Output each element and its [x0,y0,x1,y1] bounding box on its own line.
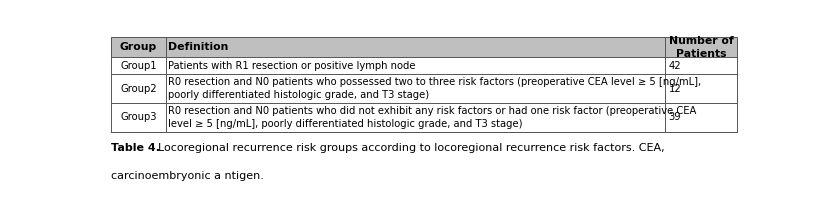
Bar [111,37,737,132]
Text: Definition: Definition [168,42,228,52]
Text: carcinoembryonic a ntigen.: carcinoembryonic a ntigen. [111,172,264,181]
Text: R0 resection and N0 patients who did not exhibit any risk factors or had one ris: R0 resection and N0 patients who did not… [168,106,696,129]
Text: Group2: Group2 [120,84,156,94]
Text: 39: 39 [668,112,681,122]
Bar [111,103,737,132]
Bar [111,57,737,74]
Bar [111,37,737,57]
Bar [111,74,737,103]
Text: Group1: Group1 [120,61,156,71]
Text: Group3: Group3 [120,112,156,122]
Text: Locoregional recurrence risk groups according to locoregional recurrence risk fa: Locoregional recurrence risk groups acco… [151,143,664,153]
Text: Table 4.: Table 4. [111,143,160,153]
Text: 12: 12 [668,84,681,94]
Text: Number of
Patients: Number of Patients [668,36,733,59]
Text: 42: 42 [668,61,681,71]
Text: Patients with R1 resection or positive lymph node: Patients with R1 resection or positive l… [168,61,415,71]
Text: R0 resection and N0 patients who possessed two to three risk factors (preoperati: R0 resection and N0 patients who possess… [168,77,700,100]
Text: Group: Group [120,42,157,52]
